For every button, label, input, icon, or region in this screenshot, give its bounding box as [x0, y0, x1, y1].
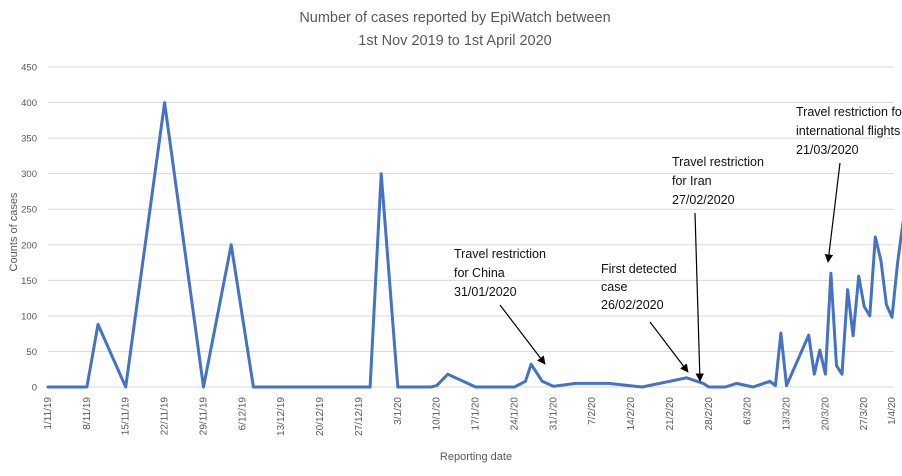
annotation-arrow	[694, 212, 704, 382]
x-tick-label: 8/11/19	[82, 397, 93, 430]
chart-title-line-1: Number of cases reported by EpiWatch bet…	[299, 10, 610, 26]
x-tick-label: 27/3/20	[859, 397, 870, 431]
y-tick-label: 350	[21, 134, 37, 145]
x-tick-label: 6/3/20	[743, 397, 754, 425]
y-tick-label: 300	[21, 169, 37, 180]
chart-title: Number of cases reported by EpiWatch bet…	[299, 10, 610, 49]
x-tick-label: 29/11/19	[198, 397, 209, 436]
x-tick-label: 3/1/20	[393, 397, 404, 425]
gridlines	[48, 66, 894, 388]
annotation-text: Travel restriction	[672, 155, 764, 169]
x-tick-label: 21/2/20	[665, 397, 676, 431]
series-group	[46, 101, 902, 389]
y-axis-ticks: 0 50 100 150 200 250 300 350 400 450	[21, 63, 37, 394]
annotation-arrow	[499, 304, 546, 365]
x-tick-label: 28/2/20	[704, 397, 715, 431]
y-tick-label: 400	[21, 98, 37, 109]
x-tick-label: 14/2/20	[626, 397, 637, 431]
x-axis-ticks: 1/11/19 8/11/19 15/11/19 22/11/19 29/11/19 6/…	[43, 397, 898, 436]
annotations: Travel restriction for China 31/01/2020 Fir…	[454, 105, 902, 382]
annotation: Travel restriction for international flig…	[796, 105, 902, 263]
x-tick-label: 20/12/19	[315, 397, 326, 436]
annotation-text: 21/03/2020	[796, 143, 859, 157]
y-tick-label: 200	[21, 240, 37, 251]
x-tick-label: 31/1/20	[548, 397, 559, 431]
annotation-text: 27/02/2020	[672, 193, 735, 207]
x-tick-label: 13/3/20	[782, 397, 793, 431]
y-axis-title: Counts of cases	[8, 192, 20, 271]
y-tick-label: 0	[32, 383, 37, 394]
x-tick-label: 15/11/19	[121, 397, 132, 436]
x-tick-label: 22/11/19	[160, 397, 171, 436]
annotation: First detected case 26/02/2020	[601, 262, 689, 373]
chart-title-line-2: 1st Nov 2019 to 1st April 2020	[358, 33, 551, 49]
x-tick-label: 20/3/20	[820, 397, 831, 431]
x-tick-label: 10/1/20	[432, 397, 443, 431]
x-tick-label: 7/2/20	[587, 397, 598, 425]
x-tick-label: 1/11/19	[43, 397, 54, 430]
x-tick-label: 6/12/19	[237, 397, 248, 431]
annotation-text: case	[601, 280, 627, 294]
annotation-arrow	[824, 162, 841, 263]
annotation-text: Travel restriction for	[796, 105, 902, 119]
x-tick-label: 27/12/19	[354, 397, 365, 436]
y-tick-label: 450	[21, 63, 37, 74]
annotation-text: 26/02/2020	[601, 298, 664, 312]
annotation-text: First detected	[601, 262, 677, 276]
annotation-text: 31/01/2020	[454, 285, 517, 299]
annotation: Travel restriction for Iran 27/02/2020	[672, 155, 764, 382]
x-tick-label: 17/1/20	[471, 397, 482, 431]
x-tick-label: 13/12/19	[276, 397, 287, 436]
x-tick-label: 24/1/20	[509, 397, 520, 431]
annotation-text: international flights	[796, 124, 900, 138]
annotation-text: for Iran	[672, 174, 712, 188]
annotation-text: for China	[454, 266, 505, 280]
x-tick-label: 1/4/20	[887, 397, 898, 425]
series-line	[46, 101, 902, 389]
annotation-arrow	[649, 321, 689, 373]
y-tick-label: 250	[21, 205, 37, 216]
annotation-text: Travel restriction	[454, 247, 546, 261]
y-tick-label: 150	[21, 276, 37, 287]
y-tick-label: 50	[26, 347, 37, 358]
y-tick-label: 100	[21, 311, 37, 322]
annotation: Travel restriction for China 31/01/2020	[454, 247, 546, 365]
x-axis-title: Reporting date	[440, 451, 512, 463]
